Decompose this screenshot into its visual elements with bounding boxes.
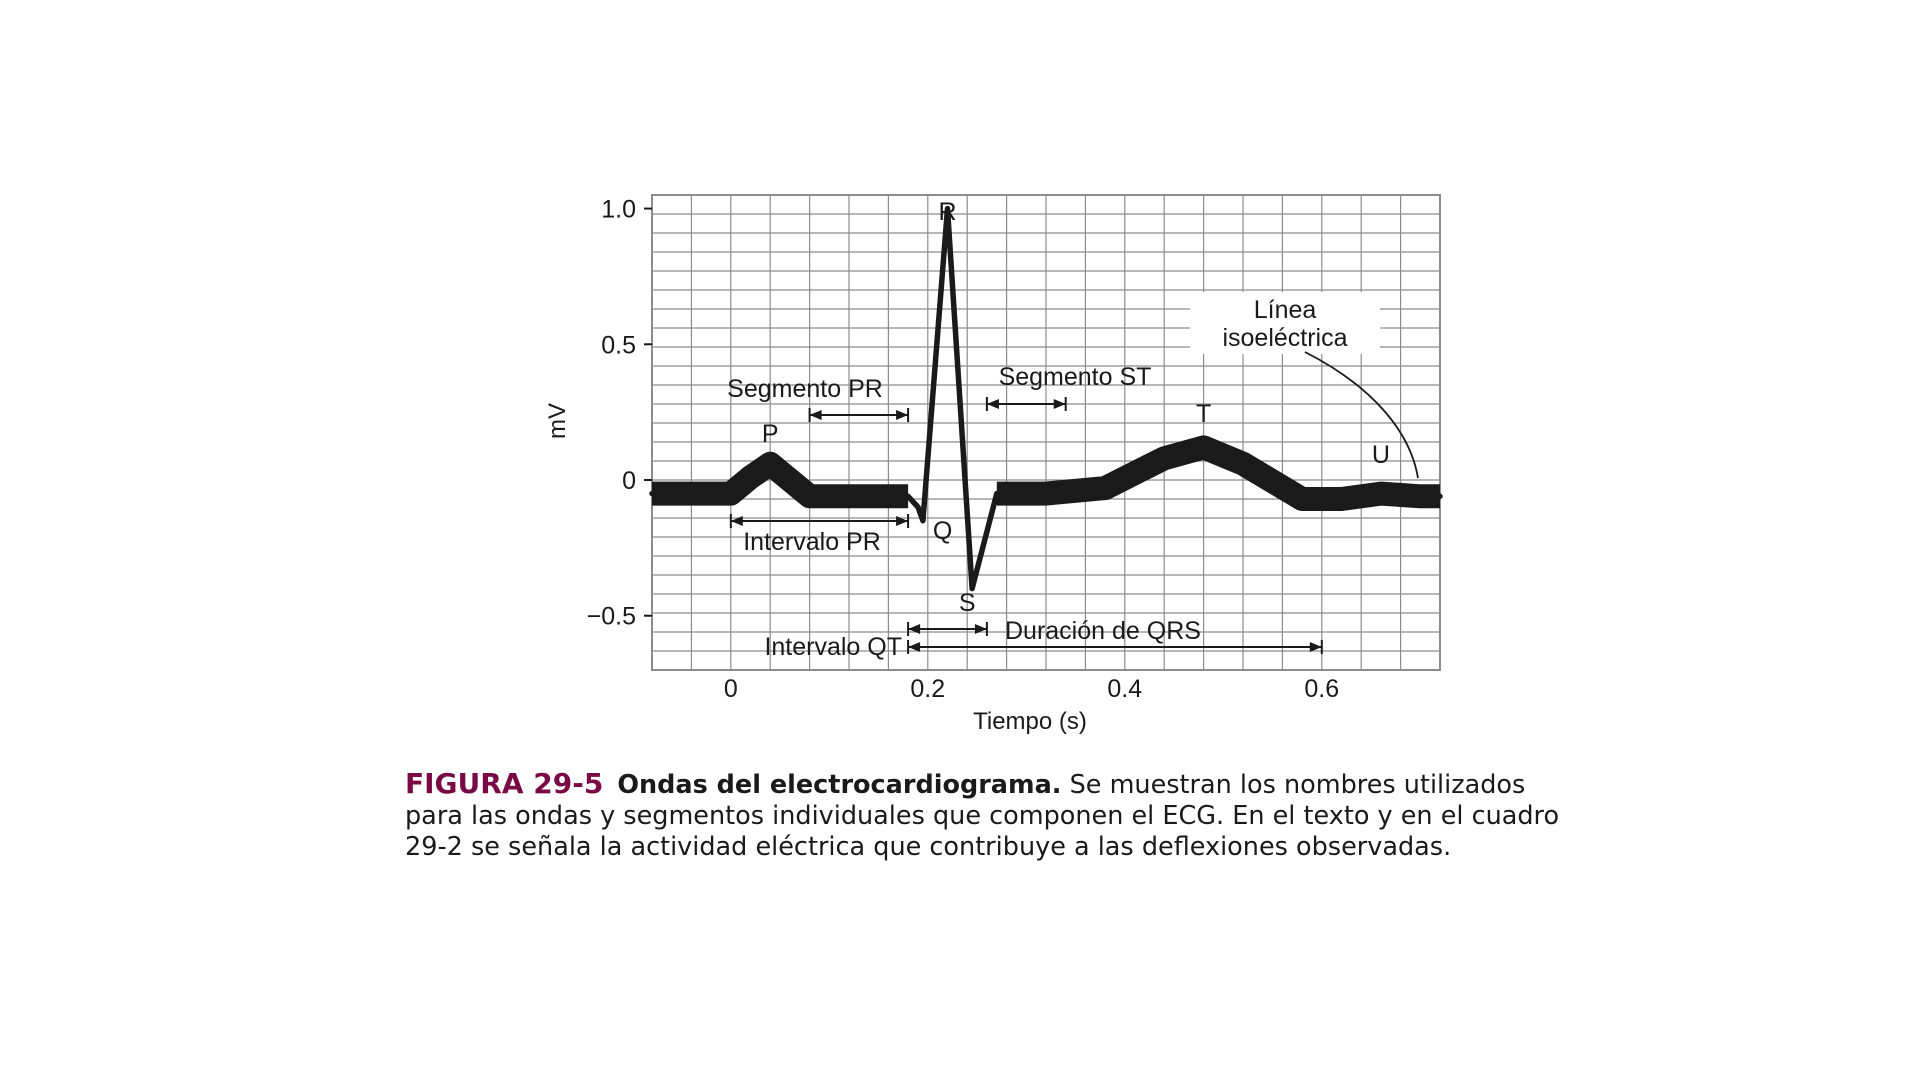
isoelectric-label-bg <box>1190 292 1380 354</box>
wave-label-q: Q <box>933 517 952 545</box>
axis-ticks: 1.0 0.5 0 −0.5 0 0.2 0.4 0.6 <box>587 196 1340 703</box>
interval-arrowhead-end <box>1053 399 1066 409</box>
x-tick-label: 0.4 <box>1107 675 1142 703</box>
wave-label-s: S <box>959 589 976 617</box>
caption-text: Se muestran los nombres utilizados para … <box>405 770 1560 862</box>
interval-arrowhead-end <box>974 624 987 634</box>
interval-arrowhead-start <box>986 399 999 409</box>
interval-label-4: Intervalo QT <box>764 633 902 661</box>
wave-label-r: R <box>938 198 956 226</box>
x-tick-label: 0 <box>724 675 738 703</box>
interval-arrowhead-start <box>809 410 822 420</box>
interval-0 <box>808 408 910 422</box>
x-tick-label: 0.2 <box>910 675 945 703</box>
y-tick-label: 0 <box>622 467 636 495</box>
interval-arrowhead-end <box>896 516 909 526</box>
y-tick-label: −0.5 <box>587 603 636 631</box>
ecg-trace-band <box>996 435 1440 511</box>
interval-2 <box>729 514 910 528</box>
figure-title: Ondas del electrocardiograma. <box>617 770 1062 800</box>
interval-label-2: Intervalo PR <box>743 528 881 556</box>
wave-label-p: P <box>762 420 779 448</box>
y-tick-label: 1.0 <box>601 196 636 224</box>
y-tick-label: 0.5 <box>601 331 636 359</box>
ecg-trace-group <box>649 205 1443 592</box>
ecg-trace-band <box>652 451 909 509</box>
interval-arrowhead-start <box>730 516 743 526</box>
isoelectric-label-line: Línea <box>1254 296 1317 324</box>
figure-caption: FIGURA 29-5 Ondas del electrocardiograma.… <box>405 768 1565 863</box>
figure-number: FIGURA 29-5 <box>405 767 604 800</box>
annotations-group: P Q R S T U Segmento PR Segmento ST Intervalo PR… <box>727 198 1419 661</box>
isoelectric-leader <box>1304 351 1419 479</box>
interval-1 <box>985 397 1067 411</box>
interval-label-1: Segmento ST <box>999 363 1152 391</box>
wave-label-t: T <box>1196 400 1211 428</box>
x-axis-label: Tiempo (s) <box>973 708 1087 735</box>
x-tick-label: 0.6 <box>1304 675 1339 703</box>
interval-label-3: Duración de QRS <box>1005 617 1201 645</box>
interval-arrowhead-start <box>908 642 921 652</box>
isoelectric-label-line: isoeléctrica <box>1222 324 1347 352</box>
y-axis-label: mV <box>544 403 571 439</box>
interval-3 <box>907 622 988 636</box>
interval-arrowhead-end <box>896 410 909 420</box>
interval-label-0: Segmento PR <box>727 375 883 403</box>
interval-arrowhead-end <box>1309 642 1322 652</box>
wave-label-u: U <box>1372 441 1390 469</box>
interval-arrowhead-start <box>908 624 921 634</box>
interval-4 <box>907 640 1323 654</box>
